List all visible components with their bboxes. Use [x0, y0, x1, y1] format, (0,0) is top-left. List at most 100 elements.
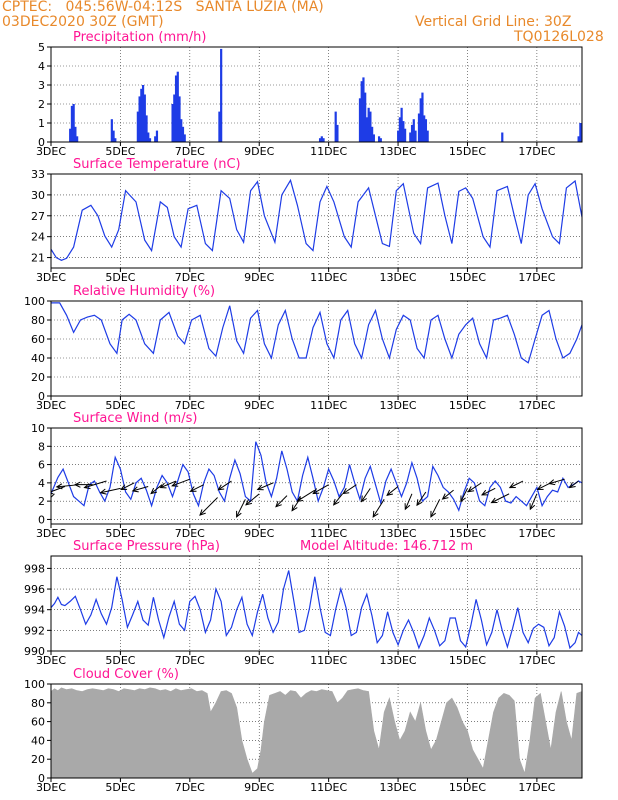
x-tick-label: 9DEC — [244, 527, 274, 540]
x-tick-label: 17DEC — [518, 271, 555, 284]
panel-title: Surface Temperature (nC) — [73, 157, 241, 172]
x-tick-label: 7DEC — [175, 271, 205, 284]
wind-vector-head — [236, 510, 242, 518]
y-tick-label: 2 — [38, 495, 45, 508]
wind-vector — [569, 480, 579, 489]
header-grid-note: Vertical Grid Line: 30Z — [415, 14, 572, 30]
precip-bar — [173, 94, 176, 142]
wind-vector-head — [159, 482, 167, 489]
precip-bar — [114, 138, 117, 142]
precip-bar — [379, 138, 382, 142]
wind-vector-head — [386, 489, 394, 497]
x-tick-label: 5DEC — [105, 399, 135, 412]
y-tick-label: 10 — [31, 422, 45, 435]
precip-bar — [398, 117, 401, 142]
y-tick-label: 990 — [24, 645, 45, 658]
y-tick-label: 5 — [38, 41, 45, 54]
wind-vector-head — [372, 510, 379, 518]
x-tick-label: 7DEC — [175, 399, 205, 412]
precip-bar — [176, 71, 179, 142]
series-group — [51, 178, 582, 261]
series-group — [51, 441, 582, 518]
wind-vector-head — [189, 486, 197, 492]
precip-bar — [322, 138, 325, 142]
wind-vector — [481, 487, 496, 496]
y-tick-label: 996 — [24, 583, 45, 596]
wind-vector — [430, 499, 441, 518]
precip-bar — [320, 136, 323, 142]
precip-bar — [409, 132, 412, 142]
y-tick-label: 994 — [24, 604, 45, 617]
precip-bar — [579, 123, 582, 142]
series-group — [69, 48, 582, 142]
wind-vector — [442, 489, 454, 500]
panel-title: Cloud Cover (%) — [73, 667, 179, 682]
y-tick-label: 20 — [31, 371, 45, 384]
precip-bar — [143, 94, 146, 142]
wind-vector-head — [55, 483, 63, 490]
precip-bar — [364, 92, 367, 142]
wind-vector-head — [120, 484, 128, 491]
panel-title: Surface Pressure (hPa) — [73, 539, 220, 554]
wind-vector-head — [441, 493, 449, 500]
wind-vector-head — [360, 495, 367, 503]
precip-bar — [336, 124, 339, 142]
y-tick-label: 100 — [24, 678, 45, 691]
x-tick-label: 7DEC — [175, 527, 205, 540]
precip-bar — [410, 124, 414, 142]
precip-bar — [423, 115, 426, 142]
precip-bar — [183, 134, 186, 142]
x-tick-label: 7DEC — [175, 654, 205, 667]
x-tick-label: 17DEC — [518, 527, 555, 540]
wind-vector-head — [312, 488, 320, 495]
x-tick-label: 5DEC — [105, 781, 135, 794]
x-tick-label: 13DEC — [380, 399, 417, 412]
precip-bar — [69, 128, 72, 142]
x-tick-label: 9DEC — [244, 145, 274, 158]
y-tick-label: 998 — [24, 562, 45, 575]
precip-bar — [421, 92, 424, 142]
panel-frame — [50, 173, 583, 269]
panel-4: Surface Wind (m/s) 0 2 4 6 8 10 3DEC 5DEC 7DEC 9DE… — [31, 411, 583, 540]
y-tick-label: 2 — [38, 98, 45, 111]
x-tick-label: 9DEC — [244, 654, 274, 667]
y-tick-label: 8 — [38, 440, 45, 453]
wind-vector-head — [342, 488, 350, 495]
precip-bar — [318, 138, 322, 142]
precip-bar — [220, 48, 223, 142]
wind-vector — [84, 480, 107, 489]
wind-vector — [51, 486, 66, 493]
precip-bar — [218, 111, 221, 142]
precip-bar — [136, 111, 139, 142]
series-line — [51, 178, 582, 261]
precip-bar — [154, 136, 157, 142]
y-tick-label: 1 — [38, 117, 45, 130]
precip-bar — [112, 130, 115, 142]
x-tick-label: 17DEC — [518, 145, 555, 158]
x-tick-label: 5DEC — [105, 145, 135, 158]
precip-bar — [180, 119, 183, 142]
wind-vector — [275, 495, 288, 508]
panel-2: Surface Temperature (nC) 21 24 27 30 33 3DEC 5D… — [31, 157, 583, 284]
y-tick-label: 60 — [31, 716, 45, 729]
panel-6: Cloud Cover (%) 0 20 40 60 80 100 3DEC 5DEC 7DEC 9… — [24, 667, 583, 794]
x-tick-label: 15DEC — [449, 781, 486, 794]
x-tick-label: 13DEC — [380, 145, 417, 158]
wind-vector — [236, 499, 246, 518]
precip-bar — [70, 105, 74, 142]
x-tick-label: 13DEC — [380, 271, 417, 284]
x-tick-label: 13DEC — [380, 781, 417, 794]
x-tick-label: 11DEC — [310, 654, 347, 667]
x-tick-label: 11DEC — [310, 145, 347, 158]
precip-bar — [367, 107, 370, 142]
precip-bar — [419, 98, 422, 142]
panel-title: Relative Humidity (%) — [73, 284, 215, 299]
precip-bar — [414, 130, 417, 142]
x-tick-label: 5DEC — [105, 271, 135, 284]
x-tick-label: 15DEC — [449, 527, 486, 540]
x-tick-label: 11DEC — [310, 527, 347, 540]
series-line — [51, 441, 582, 513]
wind-vector — [361, 488, 371, 502]
panel-5: Surface Pressure (hPa) Model Altitude: 14… — [24, 539, 583, 667]
